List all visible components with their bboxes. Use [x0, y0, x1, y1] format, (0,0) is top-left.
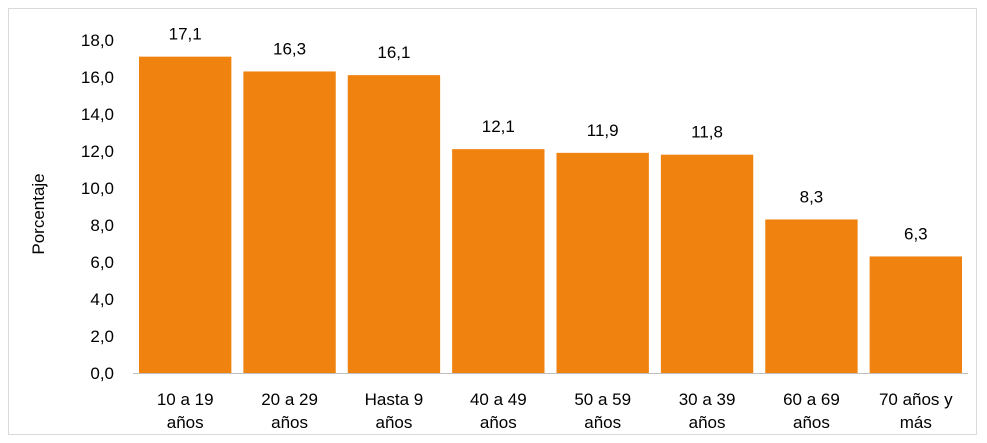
category-label: años — [689, 413, 726, 432]
y-tick-label: 14,0 — [81, 105, 114, 124]
category-labels: 10 a 19 años 20 a 29 años Hasta 9 años 40 a 49… — [157, 390, 953, 432]
category-label: 20 a 29 — [261, 390, 318, 409]
category-label: años — [480, 413, 517, 432]
category-label: 70 años y — [879, 390, 953, 409]
bar — [347, 75, 441, 374]
data-label: 11,8 — [691, 123, 723, 142]
bar — [452, 149, 545, 373]
data-label: 12,1 — [482, 117, 515, 136]
y-tick-label: 10,0 — [81, 179, 114, 198]
category-label: 50 a 59 — [574, 390, 631, 409]
category-label: Hasta 9 — [365, 390, 424, 409]
category-label: más — [900, 413, 932, 432]
y-tick-label: 6,0 — [90, 253, 114, 272]
bar — [869, 256, 962, 373]
data-label: 16,3 — [273, 39, 306, 58]
bar — [139, 56, 232, 374]
category-label: años — [271, 413, 308, 432]
data-label: 6,3 — [904, 224, 928, 243]
category-label: 30 a 39 — [679, 390, 736, 409]
data-label: 11,9 — [587, 121, 619, 140]
data-label: 16,1 — [377, 43, 410, 62]
y-tick-label: 4,0 — [90, 290, 114, 309]
category-label: 60 a 69 — [783, 390, 840, 409]
y-axis-title: Porcentaje — [29, 173, 48, 254]
bar — [556, 152, 649, 373]
y-tick-label: 12,0 — [81, 142, 114, 161]
bar — [243, 71, 336, 373]
category-label: años — [584, 413, 621, 432]
y-axis-ticks: 0,0 2,0 4,0 6,0 8,0 10,0 12,0 14,0 16,0 18,0 — [81, 31, 114, 383]
y-tick-label: 2,0 — [90, 327, 114, 346]
bars — [139, 56, 962, 374]
y-tick-label: 16,0 — [81, 68, 114, 87]
category-label: años — [793, 413, 830, 432]
data-label: 17,1 — [169, 25, 202, 44]
y-tick-label: 18,0 — [81, 31, 114, 50]
category-label: años — [167, 413, 204, 432]
data-label: 8,3 — [800, 187, 824, 206]
category-label: años — [376, 413, 413, 432]
bar — [765, 219, 858, 373]
data-labels: 17,1 16,3 16,1 12,1 11,9 11,8 8,3 6,3 — [169, 25, 928, 244]
y-tick-label: 0,0 — [90, 364, 114, 383]
y-tick-label: 8,0 — [90, 216, 114, 235]
category-label: 40 a 49 — [470, 390, 527, 409]
category-label: 10 a 19 — [157, 390, 214, 409]
bar — [660, 154, 754, 373]
